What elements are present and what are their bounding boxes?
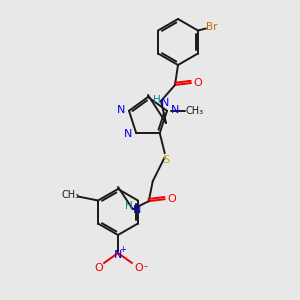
Text: N: N <box>124 129 132 139</box>
Text: +: + <box>120 244 126 253</box>
Text: S: S <box>162 155 169 165</box>
Text: N: N <box>161 98 169 108</box>
Text: Br: Br <box>206 22 218 32</box>
Text: N: N <box>171 105 179 115</box>
Text: N: N <box>117 105 125 115</box>
Text: H: H <box>153 95 161 105</box>
Text: O: O <box>194 78 202 88</box>
Text: CH₃: CH₃ <box>186 106 204 116</box>
Text: N: N <box>133 205 141 215</box>
Text: O: O <box>167 194 176 204</box>
Text: H: H <box>125 201 133 211</box>
Text: CH₃: CH₃ <box>61 190 79 200</box>
Text: -: - <box>143 261 147 271</box>
Text: N: N <box>114 250 122 260</box>
Text: O: O <box>135 263 143 273</box>
Text: O: O <box>94 263 103 273</box>
